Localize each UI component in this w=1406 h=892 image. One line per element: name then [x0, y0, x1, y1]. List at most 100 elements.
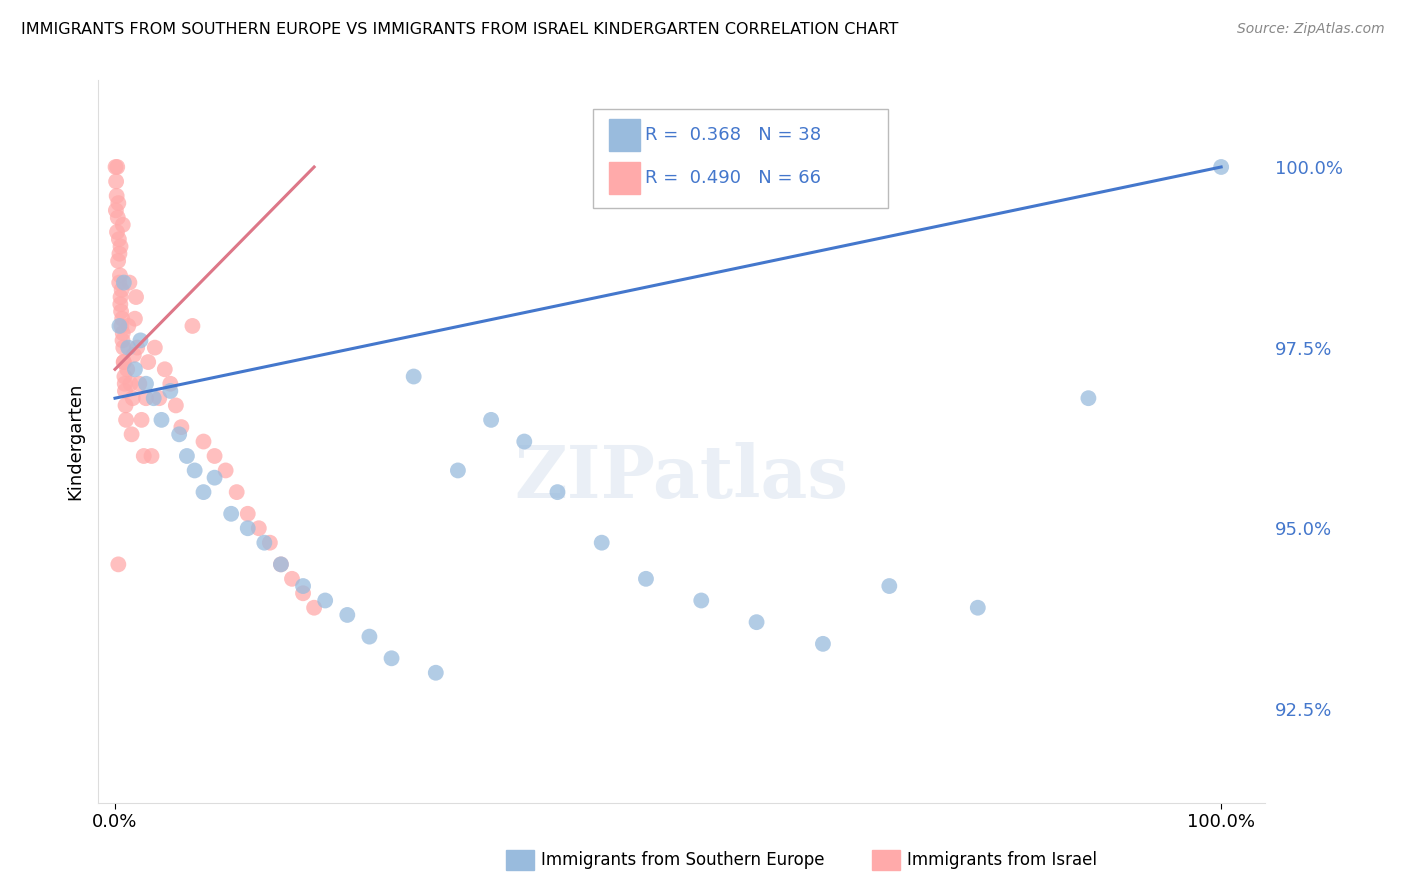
- Point: [129, 334, 152, 348]
- Point: [105, 160, 128, 174]
- Point: [193, 434, 215, 449]
- Point: [159, 384, 181, 398]
- Point: [112, 369, 135, 384]
- Point: [110, 297, 132, 311]
- Point: [165, 399, 187, 413]
- Point: [124, 362, 146, 376]
- Point: [136, 355, 159, 369]
- Text: Immigrants from Israel: Immigrants from Israel: [907, 851, 1097, 869]
- Point: [122, 348, 145, 362]
- Point: [112, 276, 135, 290]
- Point: [314, 593, 336, 607]
- Point: [811, 637, 834, 651]
- Point: [302, 600, 325, 615]
- Point: [114, 384, 136, 398]
- Text: ZIPatlas: ZIPatlas: [515, 442, 849, 513]
- Point: [247, 521, 270, 535]
- Point: [110, 318, 132, 333]
- Point: [143, 341, 166, 355]
- Point: [270, 558, 292, 572]
- Point: [127, 341, 149, 355]
- Point: [1077, 391, 1099, 405]
- Point: [104, 160, 127, 174]
- Point: [479, 413, 502, 427]
- Point: [402, 369, 425, 384]
- Point: [111, 334, 134, 348]
- Point: [124, 311, 146, 326]
- Point: [204, 471, 226, 485]
- Point: [111, 311, 134, 326]
- Point: [108, 318, 131, 333]
- Point: [120, 376, 142, 391]
- Point: [111, 283, 134, 297]
- Point: [634, 572, 657, 586]
- Point: [111, 326, 134, 341]
- Point: [107, 558, 129, 572]
- Text: Immigrants from Southern Europe: Immigrants from Southern Europe: [541, 851, 825, 869]
- Point: [204, 449, 226, 463]
- Point: [591, 535, 613, 549]
- Point: [690, 593, 713, 607]
- Point: [170, 420, 193, 434]
- Point: [118, 276, 141, 290]
- Point: [125, 290, 148, 304]
- Point: [176, 449, 198, 463]
- Point: [112, 355, 135, 369]
- Point: [359, 630, 381, 644]
- Point: [141, 449, 163, 463]
- Point: [150, 413, 173, 427]
- Point: [183, 463, 205, 477]
- Point: [135, 391, 157, 405]
- Point: [135, 376, 157, 391]
- Text: Source: ZipAtlas.com: Source: ZipAtlas.com: [1237, 22, 1385, 37]
- Point: [110, 290, 132, 304]
- Point: [107, 196, 129, 211]
- Point: [167, 427, 190, 442]
- Point: [270, 558, 292, 572]
- Text: IMMIGRANTS FROM SOUTHERN EUROPE VS IMMIGRANTS FROM ISRAEL KINDERGARTEN CORRELATI: IMMIGRANTS FROM SOUTHERN EUROPE VS IMMIG…: [21, 22, 898, 37]
- Text: R =  0.368   N = 38: R = 0.368 N = 38: [645, 127, 821, 145]
- Point: [159, 376, 181, 391]
- Point: [253, 535, 276, 549]
- Point: [105, 189, 128, 203]
- Point: [966, 600, 988, 615]
- Point: [281, 572, 304, 586]
- Point: [108, 276, 131, 290]
- Point: [236, 507, 259, 521]
- Point: [225, 485, 247, 500]
- Point: [117, 318, 139, 333]
- Point: [132, 449, 155, 463]
- Point: [105, 225, 128, 239]
- Point: [115, 362, 138, 376]
- Point: [112, 355, 135, 369]
- Point: [546, 485, 568, 500]
- Point: [219, 507, 242, 521]
- Point: [108, 246, 131, 260]
- Point: [1211, 160, 1233, 174]
- Point: [181, 318, 204, 333]
- Point: [153, 362, 176, 376]
- Point: [336, 607, 359, 622]
- Point: [879, 579, 901, 593]
- Point: [128, 376, 150, 391]
- Point: [110, 239, 132, 253]
- Text: R =  0.490   N = 66: R = 0.490 N = 66: [645, 169, 821, 187]
- Point: [121, 427, 143, 442]
- Point: [107, 254, 129, 268]
- Point: [142, 391, 165, 405]
- Point: [425, 665, 447, 680]
- Point: [214, 463, 236, 477]
- Point: [115, 413, 138, 427]
- Point: [745, 615, 768, 630]
- Point: [447, 463, 470, 477]
- Point: [114, 399, 136, 413]
- Point: [121, 391, 143, 405]
- Point: [114, 376, 136, 391]
- Point: [292, 586, 315, 600]
- Point: [292, 579, 315, 593]
- Point: [108, 268, 131, 283]
- Point: [131, 413, 153, 427]
- Point: [112, 341, 135, 355]
- Point: [148, 391, 170, 405]
- Point: [107, 211, 129, 225]
